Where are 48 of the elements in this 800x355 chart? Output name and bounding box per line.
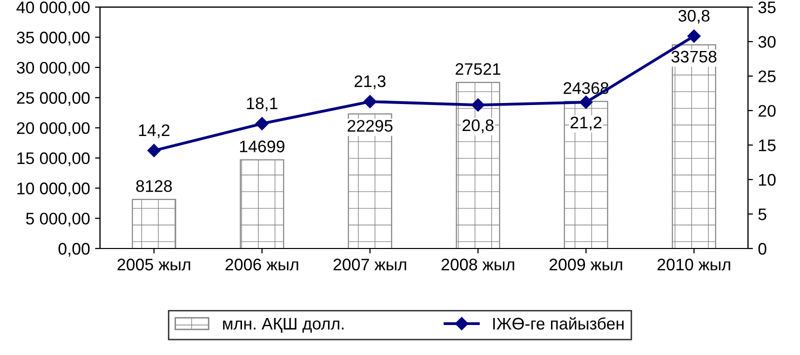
y2-tick-label: 25	[758, 70, 776, 82]
y-tick-label: 5 000,00	[26, 212, 90, 226]
data-label: 14,2	[139, 124, 170, 138]
y-tick-label: 35 000,00	[16, 32, 90, 46]
data-label: 18,1	[247, 97, 278, 112]
data-label: 21,2	[570, 116, 602, 130]
bar	[456, 82, 500, 248]
x-tick-label: 2006 жыл	[226, 258, 298, 270]
y2-tick-label: 15	[758, 140, 776, 152]
data-label: 8128	[136, 180, 172, 192]
y-tick-label: 40 000,00	[16, 2, 90, 16]
legend-label: млн. АҚШ долл.	[223, 318, 344, 333]
x-tick-label: 2010 жыл	[658, 258, 730, 270]
data-label: 24368	[564, 82, 608, 94]
y2-tick-label: 5	[758, 208, 766, 220]
x-tick-label: 2009 жыл	[550, 258, 622, 270]
data-label: 30,8	[678, 10, 710, 24]
y2-tick-label: 0	[758, 242, 766, 255]
x-tick-label: 2008 жыл	[442, 258, 514, 270]
point	[255, 117, 269, 130]
y2-tick-label: 10	[758, 174, 776, 186]
y-tick-label: 20 000,00	[16, 122, 90, 136]
data-label: 21,3	[354, 75, 386, 90]
x-tick-label: 2007 жыл	[334, 258, 406, 270]
y-tick-label: 0,00	[58, 242, 90, 257]
bar	[672, 44, 716, 248]
point	[687, 29, 701, 43]
point	[471, 98, 485, 112]
y2-tick-label: 30	[758, 36, 776, 48]
y2-tick-label: 35	[758, 2, 776, 14]
y-tick-label: 30 000,00	[16, 62, 90, 76]
data-label: 14699	[240, 140, 284, 152]
y-tick-label: 25 000,00	[16, 92, 90, 106]
bar	[240, 159, 284, 248]
data-label: 20,8	[462, 119, 494, 134]
legend-label: ІЖӨ-ге пайызбен	[493, 317, 624, 330]
bar	[564, 100, 608, 248]
point	[147, 144, 161, 158]
data-label: 22295	[348, 120, 392, 132]
y2-tick-label: 20	[758, 104, 776, 117]
data-label: 33758	[671, 50, 716, 63]
point	[579, 96, 593, 109]
data-label: 27521	[456, 63, 500, 75]
y-tick-label: 10 000,00	[17, 182, 90, 196]
x-tick-label: 2005 жыл	[118, 258, 190, 270]
point	[363, 95, 377, 108]
bar	[132, 198, 176, 248]
y-tick-label: 15 000,00	[17, 152, 90, 166]
